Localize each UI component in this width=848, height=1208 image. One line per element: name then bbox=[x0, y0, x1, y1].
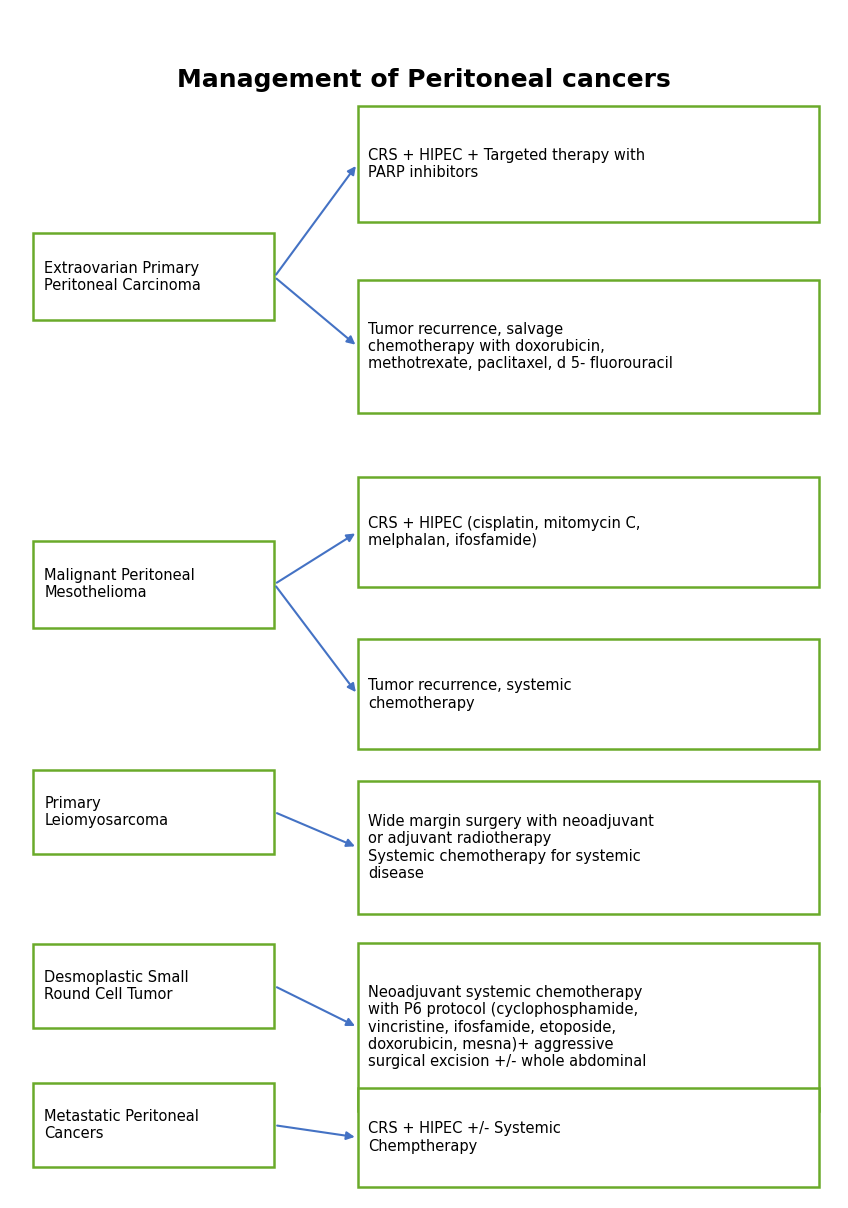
FancyBboxPatch shape bbox=[358, 943, 819, 1111]
FancyBboxPatch shape bbox=[33, 541, 275, 628]
Text: Desmoplastic Small
Round Cell Tumor: Desmoplastic Small Round Cell Tumor bbox=[44, 970, 189, 1003]
Text: Neoadjuvant systemic chemotherapy
with P6 protocol (cyclophosphamide,
vincristin: Neoadjuvant systemic chemotherapy with P… bbox=[368, 985, 647, 1069]
Text: Malignant Peritoneal
Mesothelioma: Malignant Peritoneal Mesothelioma bbox=[44, 568, 195, 600]
Text: Extraovarian Primary
Peritoneal Carcinoma: Extraovarian Primary Peritoneal Carcinom… bbox=[44, 261, 201, 294]
Text: Wide margin surgery with neoadjuvant
or adjuvant radiotherapy
Systemic chemother: Wide margin surgery with neoadjuvant or … bbox=[368, 814, 654, 881]
Text: CRS + HIPEC +/- Systemic
Chemptherapy: CRS + HIPEC +/- Systemic Chemptherapy bbox=[368, 1121, 561, 1154]
Text: Tumor recurrence, systemic
chemotherapy: Tumor recurrence, systemic chemotherapy bbox=[368, 678, 572, 710]
Text: Management of Peritoneal cancers: Management of Peritoneal cancers bbox=[177, 69, 671, 92]
FancyBboxPatch shape bbox=[33, 1084, 275, 1167]
Text: CRS + HIPEC (cisplatin, mitomycin C,
melphalan, ifosfamide): CRS + HIPEC (cisplatin, mitomycin C, mel… bbox=[368, 516, 641, 548]
FancyBboxPatch shape bbox=[33, 771, 275, 854]
FancyBboxPatch shape bbox=[358, 780, 819, 914]
FancyBboxPatch shape bbox=[358, 1088, 819, 1186]
FancyBboxPatch shape bbox=[358, 477, 819, 587]
FancyBboxPatch shape bbox=[358, 106, 819, 222]
FancyBboxPatch shape bbox=[33, 945, 275, 1028]
Text: Tumor recurrence, salvage
chemotherapy with doxorubicin,
methotrexate, paclitaxe: Tumor recurrence, salvage chemotherapy w… bbox=[368, 321, 673, 371]
Text: CRS + HIPEC + Targeted therapy with
PARP inhibitors: CRS + HIPEC + Targeted therapy with PARP… bbox=[368, 147, 645, 180]
FancyBboxPatch shape bbox=[358, 639, 819, 749]
Text: Primary
Leiomyosarcoma: Primary Leiomyosarcoma bbox=[44, 796, 169, 829]
FancyBboxPatch shape bbox=[33, 233, 275, 320]
Text: Metastatic Peritoneal
Cancers: Metastatic Peritoneal Cancers bbox=[44, 1109, 199, 1142]
FancyBboxPatch shape bbox=[358, 280, 819, 413]
